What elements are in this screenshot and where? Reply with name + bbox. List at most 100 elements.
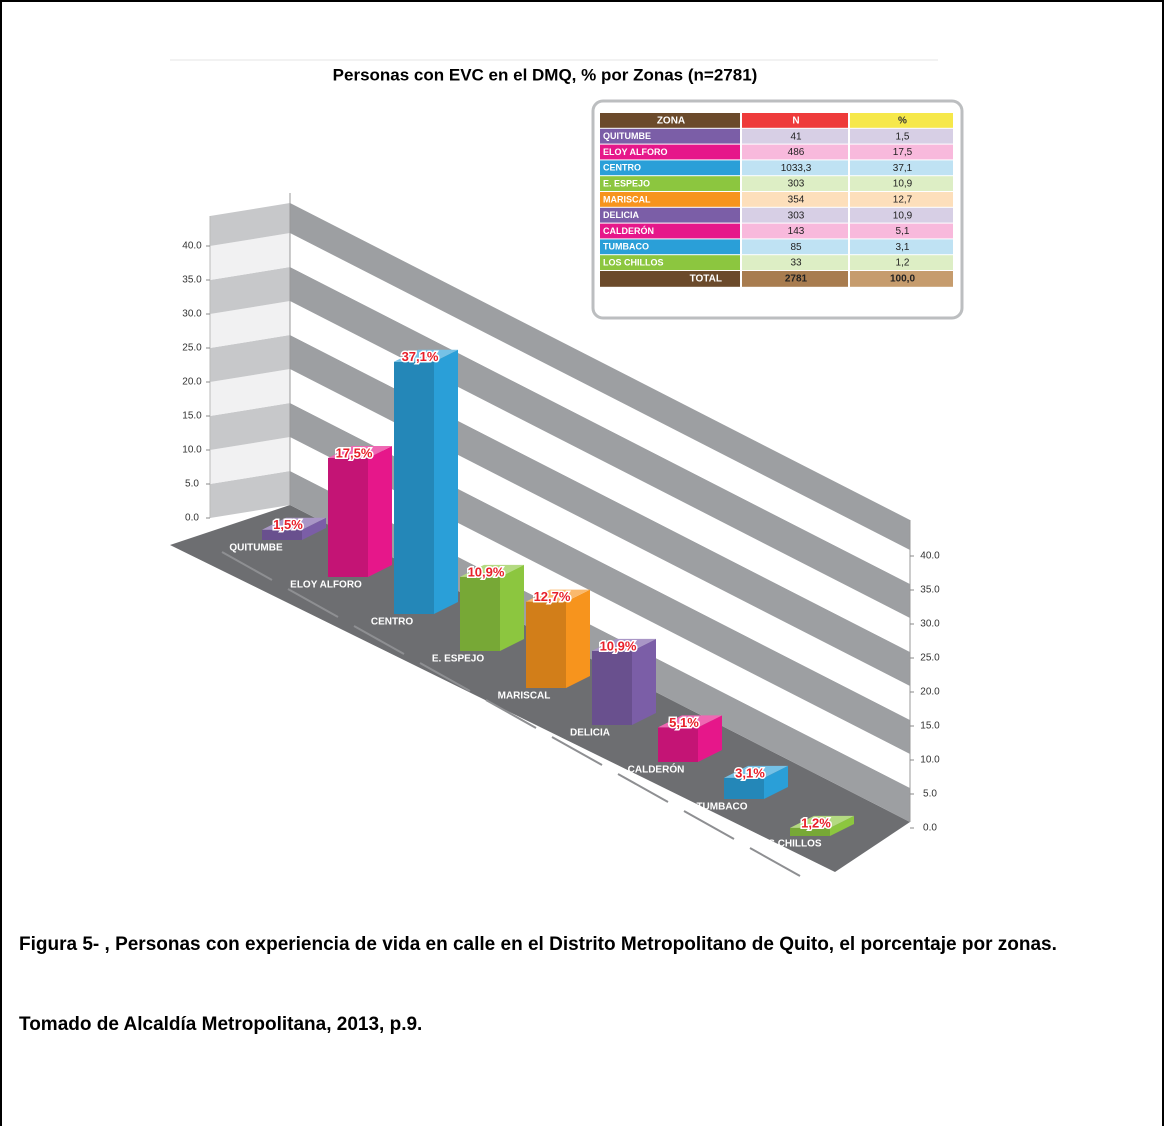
table-cell	[850, 255, 953, 270]
x-tick-label: DELICIA	[570, 728, 610, 739]
bar-top	[790, 815, 854, 828]
data-label: 12,7%	[534, 589, 571, 604]
table-zone: LOS CHILLOS	[603, 257, 664, 267]
bar	[526, 589, 590, 688]
table-pct: 3,1	[896, 242, 910, 253]
table-pct: 17,5	[893, 147, 913, 158]
table-header: ZONA	[657, 116, 685, 127]
y2-tick-label: 15.0	[920, 721, 940, 732]
table-cell	[850, 192, 953, 207]
y2-tick-label: 40.0	[920, 551, 940, 562]
table-header-cell	[600, 113, 740, 128]
table-pct: 37,1	[893, 163, 913, 174]
table-cell	[850, 176, 953, 191]
table-zone: MARISCAL	[603, 194, 651, 204]
table-total: TOTAL	[690, 274, 722, 285]
bar-front	[526, 601, 566, 688]
data-label: 17,5%	[336, 445, 373, 460]
table-n: 33	[790, 258, 802, 269]
y-tick-label: 20.0	[182, 377, 202, 388]
table-zone-cell	[600, 128, 740, 144]
table-n: 85	[790, 242, 802, 253]
bar-side	[632, 638, 656, 725]
bar-top	[328, 446, 392, 458]
table-cell	[742, 128, 848, 144]
table-cell	[742, 207, 848, 223]
floor-divider	[749, 847, 801, 877]
table-zone: CENTRO	[603, 163, 641, 173]
bar-front	[790, 827, 830, 836]
table-zone: CALDERÓN	[603, 225, 654, 236]
table-n: 354	[788, 195, 805, 206]
table-zone: QUITUMBE	[603, 131, 651, 141]
y-tick-label: 5.0	[185, 479, 199, 490]
table-cell	[850, 207, 953, 223]
table-zone-cell	[600, 239, 740, 255]
table-total-cell	[850, 271, 953, 287]
table-header-cell	[850, 113, 953, 128]
y2-tick-label: 20.0	[920, 687, 940, 698]
chart-title: Personas con EVC en el DMQ, % por Zonas …	[333, 65, 758, 84]
table-header: %	[898, 116, 907, 127]
table-n: 303	[788, 210, 805, 221]
table-zone-cell	[600, 192, 740, 207]
bar-side	[302, 517, 326, 540]
y2-tick-label: 35.0	[920, 585, 940, 596]
bar-side	[566, 589, 590, 688]
bar-side	[830, 815, 854, 836]
table-zone-cell	[600, 255, 740, 270]
x-tick-label: QUITUMBE	[229, 543, 283, 554]
bar-top	[658, 715, 722, 728]
table-cell	[742, 255, 848, 270]
y-tick-label: 35.0	[182, 275, 202, 286]
bar-side	[434, 349, 458, 614]
y-tick-label: 0.0	[185, 513, 199, 524]
table-cell	[742, 223, 848, 239]
x-tick-label: CENTRO	[371, 617, 413, 628]
bar-side	[764, 765, 788, 799]
y-tick-label: 25.0	[182, 343, 202, 354]
floor-divider	[485, 699, 537, 729]
table-pct: 12,7	[893, 195, 913, 206]
table-zone: E. ESPEJO	[603, 178, 650, 188]
side-wall-band	[210, 301, 290, 348]
table-header: N	[792, 116, 799, 127]
y-tick-label: 10.0	[182, 445, 202, 456]
bar-top	[724, 765, 788, 778]
data-label: 3,1%	[735, 765, 765, 780]
bar	[394, 349, 458, 614]
chart: Personas con EVC en el DMQ, % por Zonas …	[170, 59, 964, 877]
table-n: 41	[790, 131, 802, 142]
y2-tick-label: 25.0	[920, 653, 940, 664]
table-cell	[742, 192, 848, 207]
y2-tick-label: 30.0	[920, 619, 940, 630]
table-cell	[850, 128, 953, 144]
y2-tick-label: 5.0	[923, 789, 937, 800]
data-label: 1,5%	[273, 517, 303, 532]
table-zone-cell	[600, 160, 740, 176]
table-cell	[850, 239, 953, 255]
table-total: 100,0	[890, 274, 915, 285]
bar-top	[460, 564, 524, 577]
back-wall-band	[290, 203, 910, 550]
bar-side	[500, 564, 524, 651]
bar	[790, 815, 854, 836]
table-cell	[850, 144, 953, 160]
y2-tick-label: 0.0	[923, 823, 937, 834]
x-tick-label: MARISCAL	[498, 691, 551, 702]
table-n: 1033,3	[781, 163, 812, 174]
bar	[724, 765, 788, 799]
table-zone: TUMBACO	[603, 242, 649, 252]
x-tick-label: CALDERÓN	[628, 763, 685, 776]
y-tick-label: 40.0	[182, 241, 202, 252]
side-wall-band	[210, 233, 290, 280]
floor-divider	[419, 662, 471, 692]
caption-source: Tomado de Alcaldía Metropolitana, 2013, …	[19, 1014, 423, 1035]
table-cell	[850, 223, 953, 239]
back-wall-band	[290, 233, 910, 584]
table-pct: 1,2	[896, 258, 910, 269]
bar-top	[262, 517, 326, 530]
table-cell	[742, 176, 848, 191]
side-wall-band	[210, 403, 290, 450]
floor-divider	[683, 810, 735, 840]
